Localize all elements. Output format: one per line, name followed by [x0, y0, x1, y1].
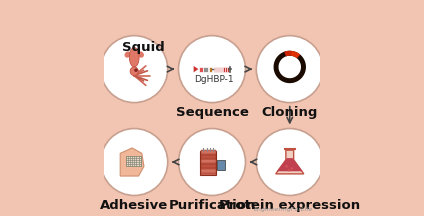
Text: Squid: Squid [122, 41, 164, 54]
Polygon shape [276, 150, 304, 174]
Circle shape [179, 36, 245, 103]
Text: EngineeringForLife: EngineeringForLife [254, 207, 313, 212]
Polygon shape [284, 51, 291, 56]
FancyBboxPatch shape [126, 156, 141, 166]
FancyBboxPatch shape [220, 67, 221, 72]
FancyBboxPatch shape [201, 155, 216, 159]
Circle shape [290, 167, 293, 170]
Polygon shape [277, 158, 303, 171]
FancyBboxPatch shape [201, 164, 216, 168]
FancyBboxPatch shape [217, 160, 225, 170]
FancyBboxPatch shape [199, 67, 203, 72]
FancyBboxPatch shape [226, 67, 227, 72]
Text: DgHBP-1: DgHBP-1 [194, 75, 234, 84]
FancyBboxPatch shape [227, 67, 229, 72]
Polygon shape [194, 66, 198, 72]
FancyArrowPatch shape [127, 54, 128, 55]
FancyBboxPatch shape [209, 67, 212, 72]
FancyBboxPatch shape [201, 169, 216, 173]
Text: Adhesive: Adhesive [100, 199, 168, 212]
Circle shape [287, 169, 290, 172]
Ellipse shape [130, 67, 138, 76]
Text: Purification: Purification [168, 199, 256, 212]
FancyBboxPatch shape [216, 67, 217, 72]
Polygon shape [273, 51, 306, 83]
Circle shape [179, 129, 245, 195]
FancyBboxPatch shape [204, 67, 208, 72]
Text: Cloning: Cloning [262, 106, 318, 119]
FancyBboxPatch shape [223, 67, 225, 72]
Polygon shape [120, 148, 144, 176]
Circle shape [101, 129, 168, 195]
Polygon shape [291, 51, 300, 58]
Text: Sequence: Sequence [176, 106, 248, 119]
FancyBboxPatch shape [200, 151, 216, 175]
FancyBboxPatch shape [221, 67, 223, 72]
Circle shape [256, 129, 323, 195]
FancyBboxPatch shape [218, 67, 219, 72]
FancyBboxPatch shape [201, 150, 216, 154]
FancyBboxPatch shape [214, 67, 215, 72]
Ellipse shape [129, 48, 139, 67]
FancyBboxPatch shape [201, 159, 216, 163]
Circle shape [285, 165, 288, 168]
Text: Protein expression: Protein expression [219, 199, 360, 212]
Circle shape [135, 69, 137, 71]
Circle shape [256, 36, 323, 103]
Circle shape [101, 36, 168, 103]
